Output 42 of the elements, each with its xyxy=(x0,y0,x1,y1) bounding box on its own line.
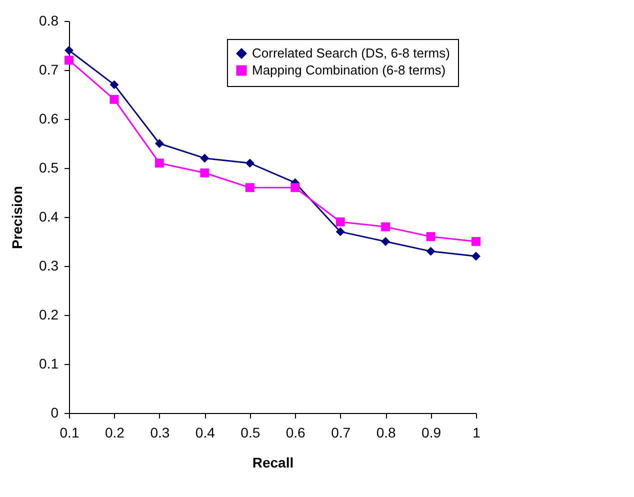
point xyxy=(110,80,119,90)
point xyxy=(381,237,390,246)
legend-label: Mapping Combination (6-8 terms) xyxy=(252,62,446,78)
y-tick-label: 0 xyxy=(50,404,59,420)
x-tick-label: 0.8 xyxy=(376,424,396,440)
point xyxy=(200,168,210,178)
x-tick-label: 1 xyxy=(472,424,481,440)
y-tick-label: 0.7 xyxy=(39,62,59,78)
point xyxy=(472,252,480,261)
point xyxy=(64,46,74,55)
y-tick-label: 0.2 xyxy=(39,306,59,322)
legend-label: Correlated Search (DS, 6-8 terms) xyxy=(252,46,450,60)
x-tick-label: 0.5 xyxy=(240,424,260,440)
x-axis-title: Recall xyxy=(252,454,294,470)
point xyxy=(426,232,436,242)
x-tick-label: 0.3 xyxy=(150,424,170,440)
point xyxy=(154,139,164,148)
x-tick-label: 0.9 xyxy=(422,424,442,440)
x-tick-label: 0.6 xyxy=(286,424,306,440)
point xyxy=(110,94,119,104)
point xyxy=(426,246,436,256)
point xyxy=(336,217,345,226)
point xyxy=(64,56,74,65)
point xyxy=(336,227,345,236)
point xyxy=(245,158,254,168)
x-tick-label: 0.7 xyxy=(331,424,351,440)
x-tick-label: 0.4 xyxy=(195,424,216,440)
y-tick-label: 0.4 xyxy=(39,208,59,224)
y-tick-label: 0.8 xyxy=(39,12,59,28)
y-axis-title: Precision xyxy=(9,186,26,250)
point xyxy=(290,183,300,192)
y-tick-label: 0.6 xyxy=(39,110,59,126)
point xyxy=(381,222,390,232)
point xyxy=(200,154,210,163)
point xyxy=(245,183,254,192)
y-tick-label: 0.1 xyxy=(39,356,59,372)
point xyxy=(472,237,480,246)
point xyxy=(154,158,164,168)
y-tick-label: 0.3 xyxy=(39,258,59,274)
x-tick-label: 0.1 xyxy=(60,424,80,440)
x-tick-label: 0.2 xyxy=(104,424,125,440)
y-tick-label: 0.5 xyxy=(39,160,59,176)
